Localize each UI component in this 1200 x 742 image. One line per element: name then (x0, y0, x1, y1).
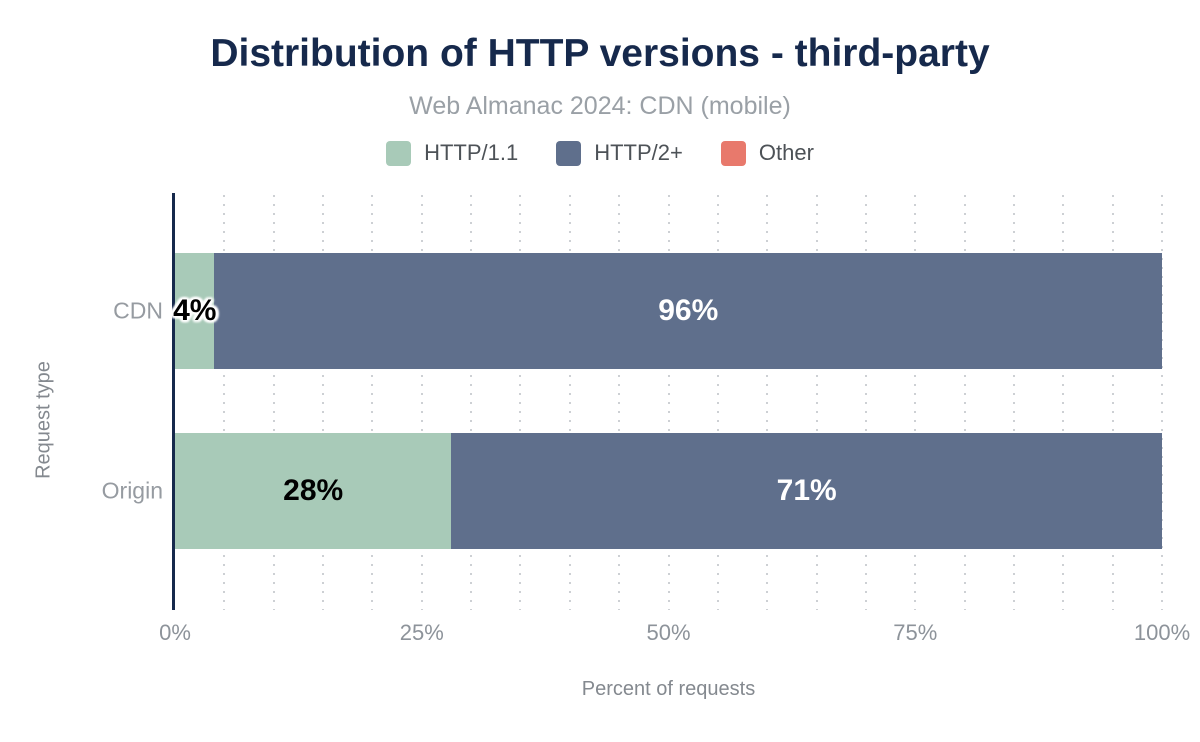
bar-segment-http-2: 96% (214, 253, 1162, 369)
legend-label: HTTP/1.1 (424, 140, 519, 165)
legend-swatch (556, 140, 582, 166)
legend-label: HTTP/2+ (594, 140, 683, 165)
gridline (618, 195, 621, 610)
value-label: 28% (283, 474, 344, 507)
x-tick-label: 0% (159, 620, 191, 645)
y-axis-line (172, 193, 175, 610)
legend-item-http-2: HTTP/2+ (556, 140, 683, 166)
bar-segment-http-2: 71% (451, 433, 1162, 549)
gridline (272, 195, 275, 610)
gridline (470, 195, 473, 610)
legend-swatch (720, 140, 746, 166)
gridline (322, 195, 325, 610)
category-label: Origin (101, 477, 163, 504)
bar-segment-http-1-1: 4% (173, 253, 217, 369)
y-axis-title: Request type (32, 361, 55, 479)
legend-swatch (386, 140, 412, 166)
value-label: 96% (658, 294, 719, 327)
gridline (223, 195, 226, 610)
legend: HTTP/1.1 HTTP/2+ Other (0, 140, 1200, 166)
legend-item-http-1-1: HTTP/1.1 (386, 140, 518, 166)
bar-row-origin: Origin 28% 71% (102, 433, 1162, 549)
bar-segment-http-1-1: 28% (175, 433, 452, 549)
gridline (914, 195, 917, 610)
legend-label: Other (758, 140, 814, 165)
plot-area: CDN 4% 96% Origin 28% 71% 0% 25% 50% 75% 100% (102, 193, 1190, 645)
gridline (420, 195, 423, 610)
gridline (667, 195, 670, 610)
gridline (1161, 195, 1163, 610)
x-tick-label: 25% (399, 620, 444, 645)
value-label: 71% (776, 474, 837, 507)
x-axis-ticks: 0% 25% 50% 75% 100% (159, 620, 1190, 650)
chart-subtitle: Web Almanac 2024: CDN (mobile) (409, 92, 791, 120)
category-label: CDN (113, 297, 163, 324)
gridline (766, 195, 769, 610)
x-tick-label: 50% (646, 620, 691, 645)
bar-row-cdn: CDN 4% 96% (113, 253, 1162, 369)
gridline (1111, 195, 1114, 610)
chart-title: Distribution of HTTP versions - third-pa… (210, 32, 990, 75)
x-axis-title: Percent of requests (581, 678, 756, 700)
gridline (716, 195, 719, 610)
x-tick-label: 100% (1133, 620, 1191, 645)
legend-item-other: Other (720, 140, 814, 166)
gridline (1062, 195, 1065, 610)
gridline (963, 195, 966, 610)
gridline (1012, 195, 1015, 610)
value-label: 4% (173, 294, 217, 327)
gridline (371, 195, 374, 610)
gridline (568, 195, 571, 610)
gridline (815, 195, 818, 610)
x-tick-label: 75% (893, 620, 938, 645)
gridline (864, 195, 867, 610)
gridline (519, 195, 522, 610)
